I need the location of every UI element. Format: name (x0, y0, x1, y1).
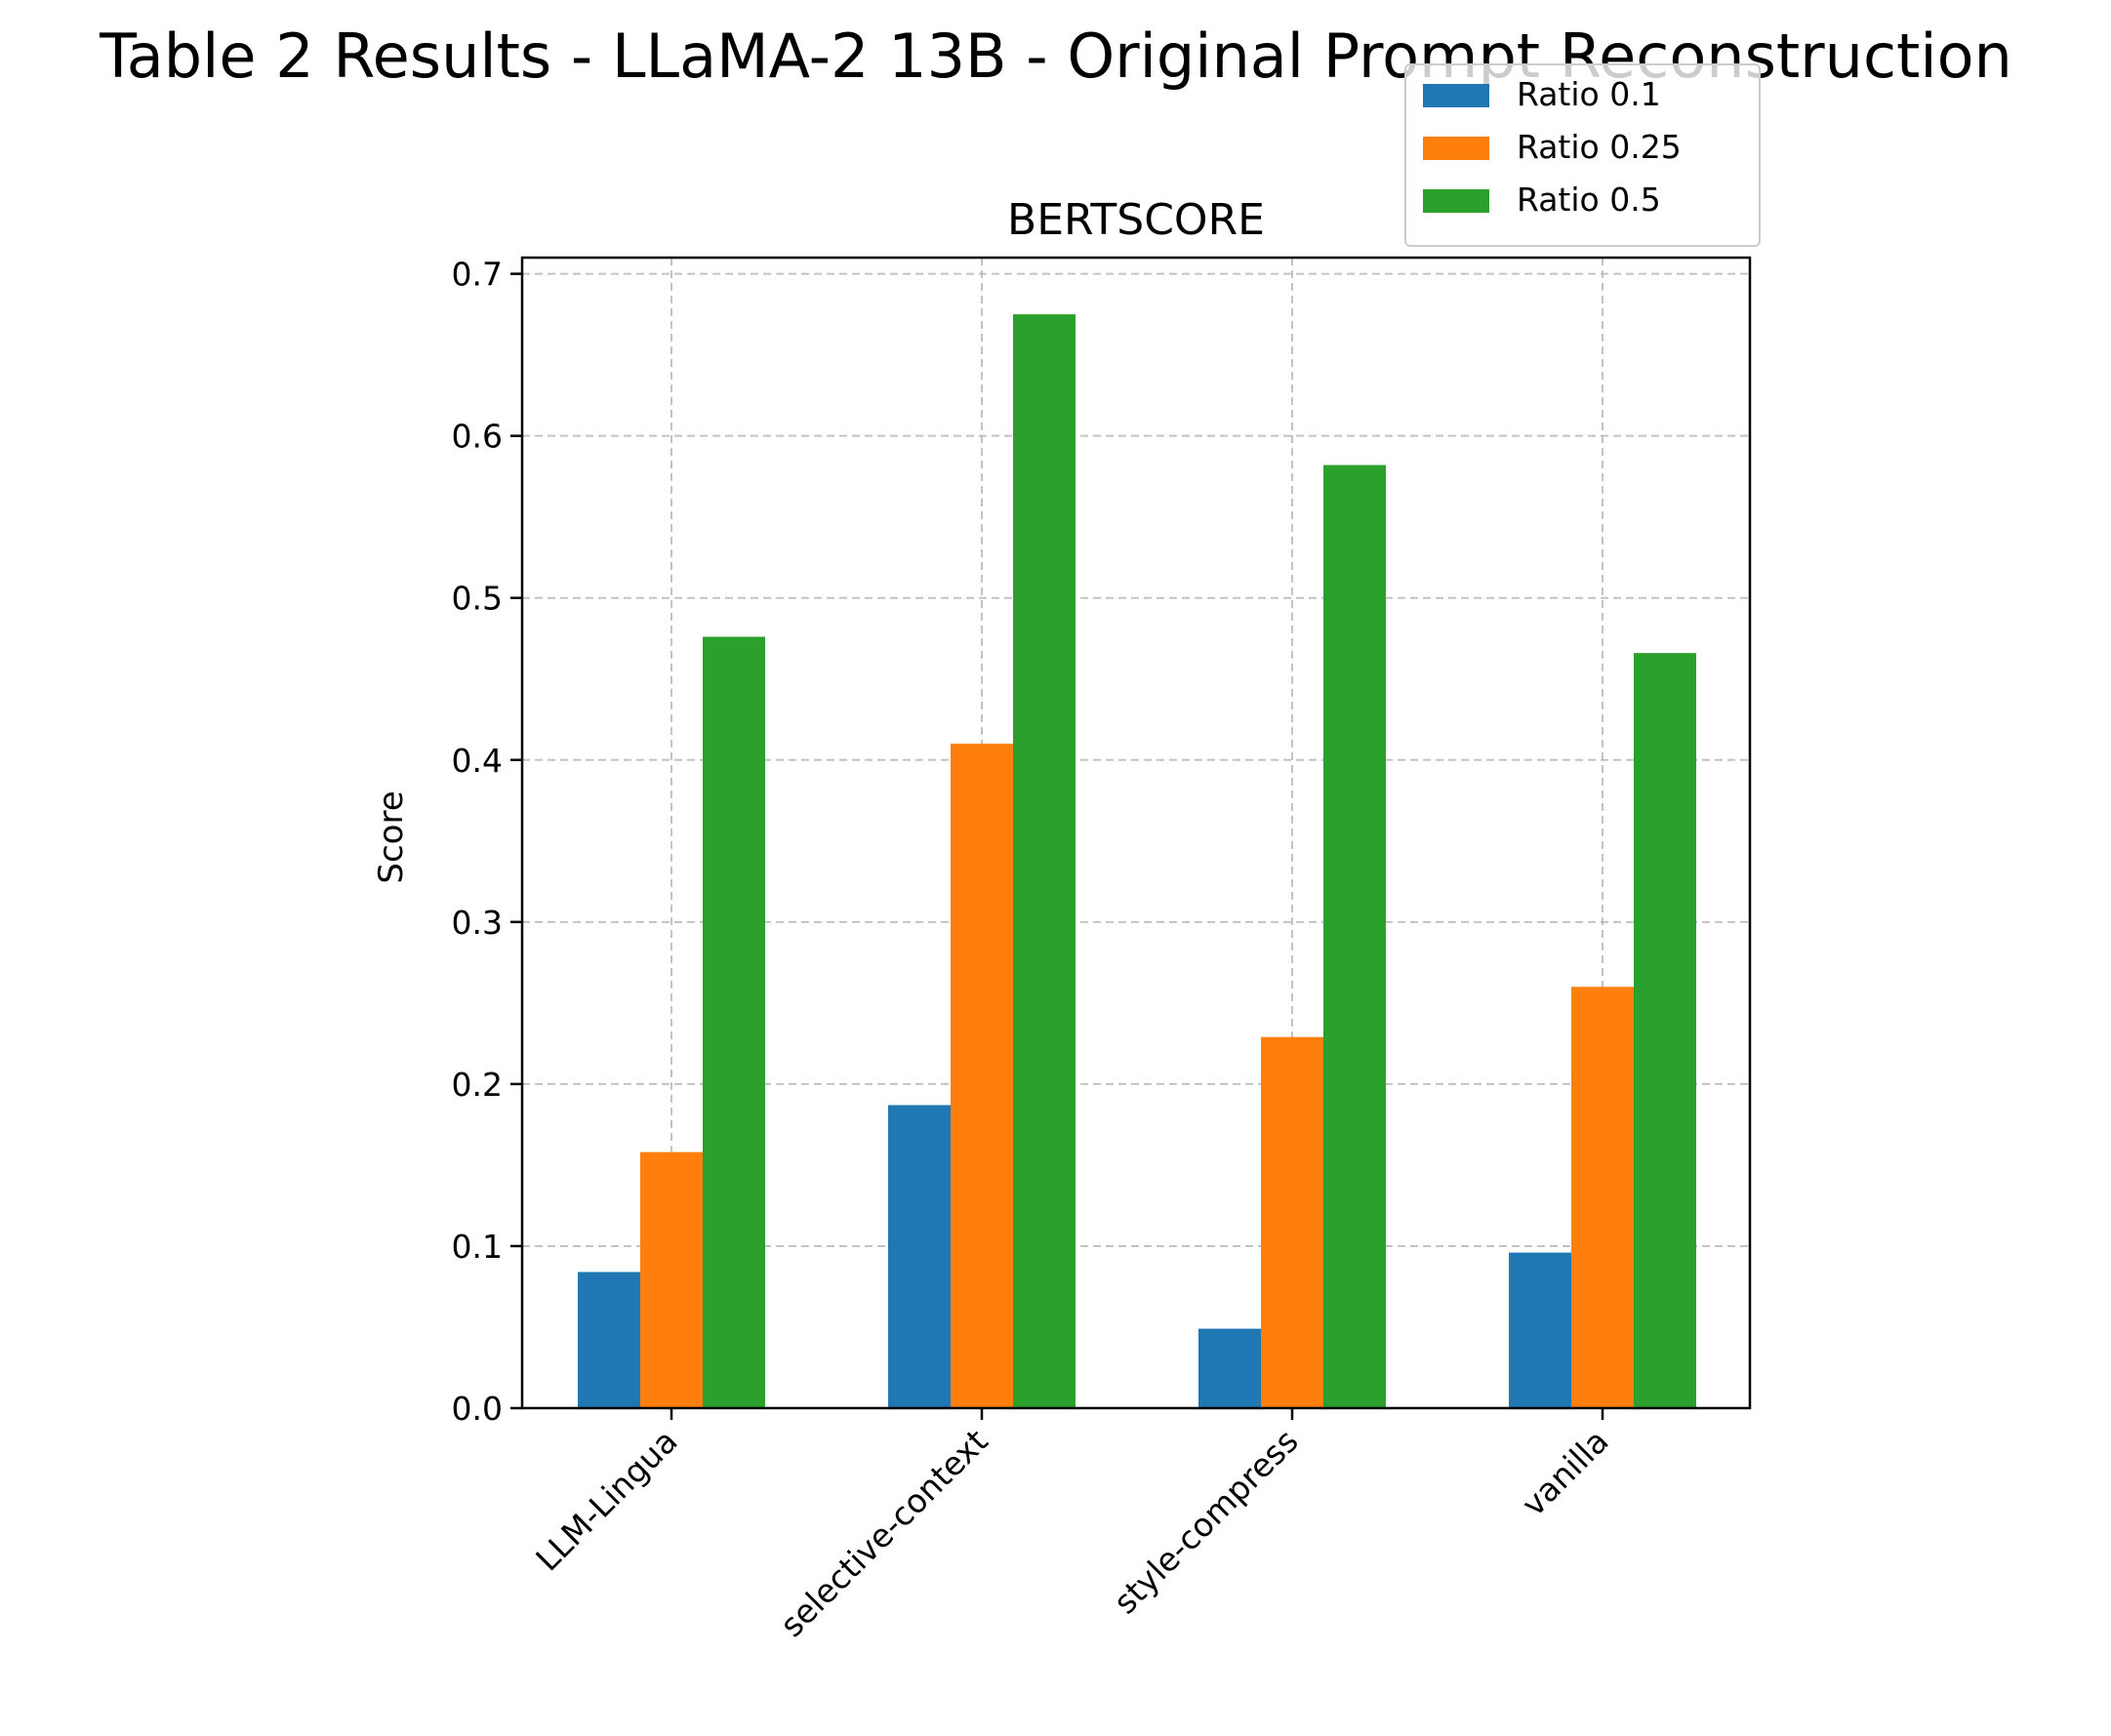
y-tick-label: 0.3 (452, 904, 503, 942)
x-tick-label: LLM-Lingua (528, 1422, 684, 1578)
legend-label: Ratio 0.1 (1517, 75, 1661, 113)
bar (703, 636, 765, 1408)
y-tick-label: 0.0 (452, 1390, 503, 1428)
y-tick-label: 0.2 (452, 1066, 503, 1104)
bar (578, 1272, 640, 1408)
bar (1323, 464, 1386, 1408)
legend-swatch (1423, 137, 1489, 160)
y-tick-label: 0.5 (452, 580, 503, 618)
chart-title: BERTSCORE (1007, 195, 1265, 245)
bar (1198, 1328, 1261, 1408)
bar (951, 744, 1013, 1408)
x-tick-label: style-compress (1106, 1422, 1305, 1621)
bars (578, 314, 1696, 1408)
y-axis-label: Score (372, 790, 411, 883)
y-tick-label: 0.6 (452, 418, 503, 456)
bar (640, 1151, 703, 1408)
x-tick-label: selective-context (773, 1422, 995, 1644)
bar (888, 1105, 951, 1408)
legend-label: Ratio 0.25 (1517, 128, 1682, 166)
y-tick-label: 0.7 (452, 256, 503, 294)
bar (1634, 653, 1696, 1408)
bar (1261, 1036, 1323, 1408)
y-tick-label: 0.1 (452, 1228, 503, 1266)
bar (1571, 987, 1634, 1408)
bar (1509, 1252, 1571, 1408)
legend-box (1404, 63, 1761, 247)
plot-frame (520, 256, 1752, 1410)
legend: Ratio 0.1 Ratio 0.25 Ratio 0.5 (1404, 63, 1761, 247)
bar (1013, 314, 1076, 1408)
legend-label: Ratio 0.5 (1517, 181, 1661, 219)
legend-swatch (1423, 84, 1489, 107)
y-axis: 0.0 0.1 0.2 0.3 0.4 0.5 0.6 0.7 (452, 256, 522, 1428)
y-tick-label: 0.4 (452, 742, 503, 780)
x-tick-label: vanilla (1514, 1422, 1615, 1523)
x-axis: LLM-Lingua selective-context style-compres… (528, 1408, 1616, 1644)
legend-swatch (1423, 189, 1489, 213)
